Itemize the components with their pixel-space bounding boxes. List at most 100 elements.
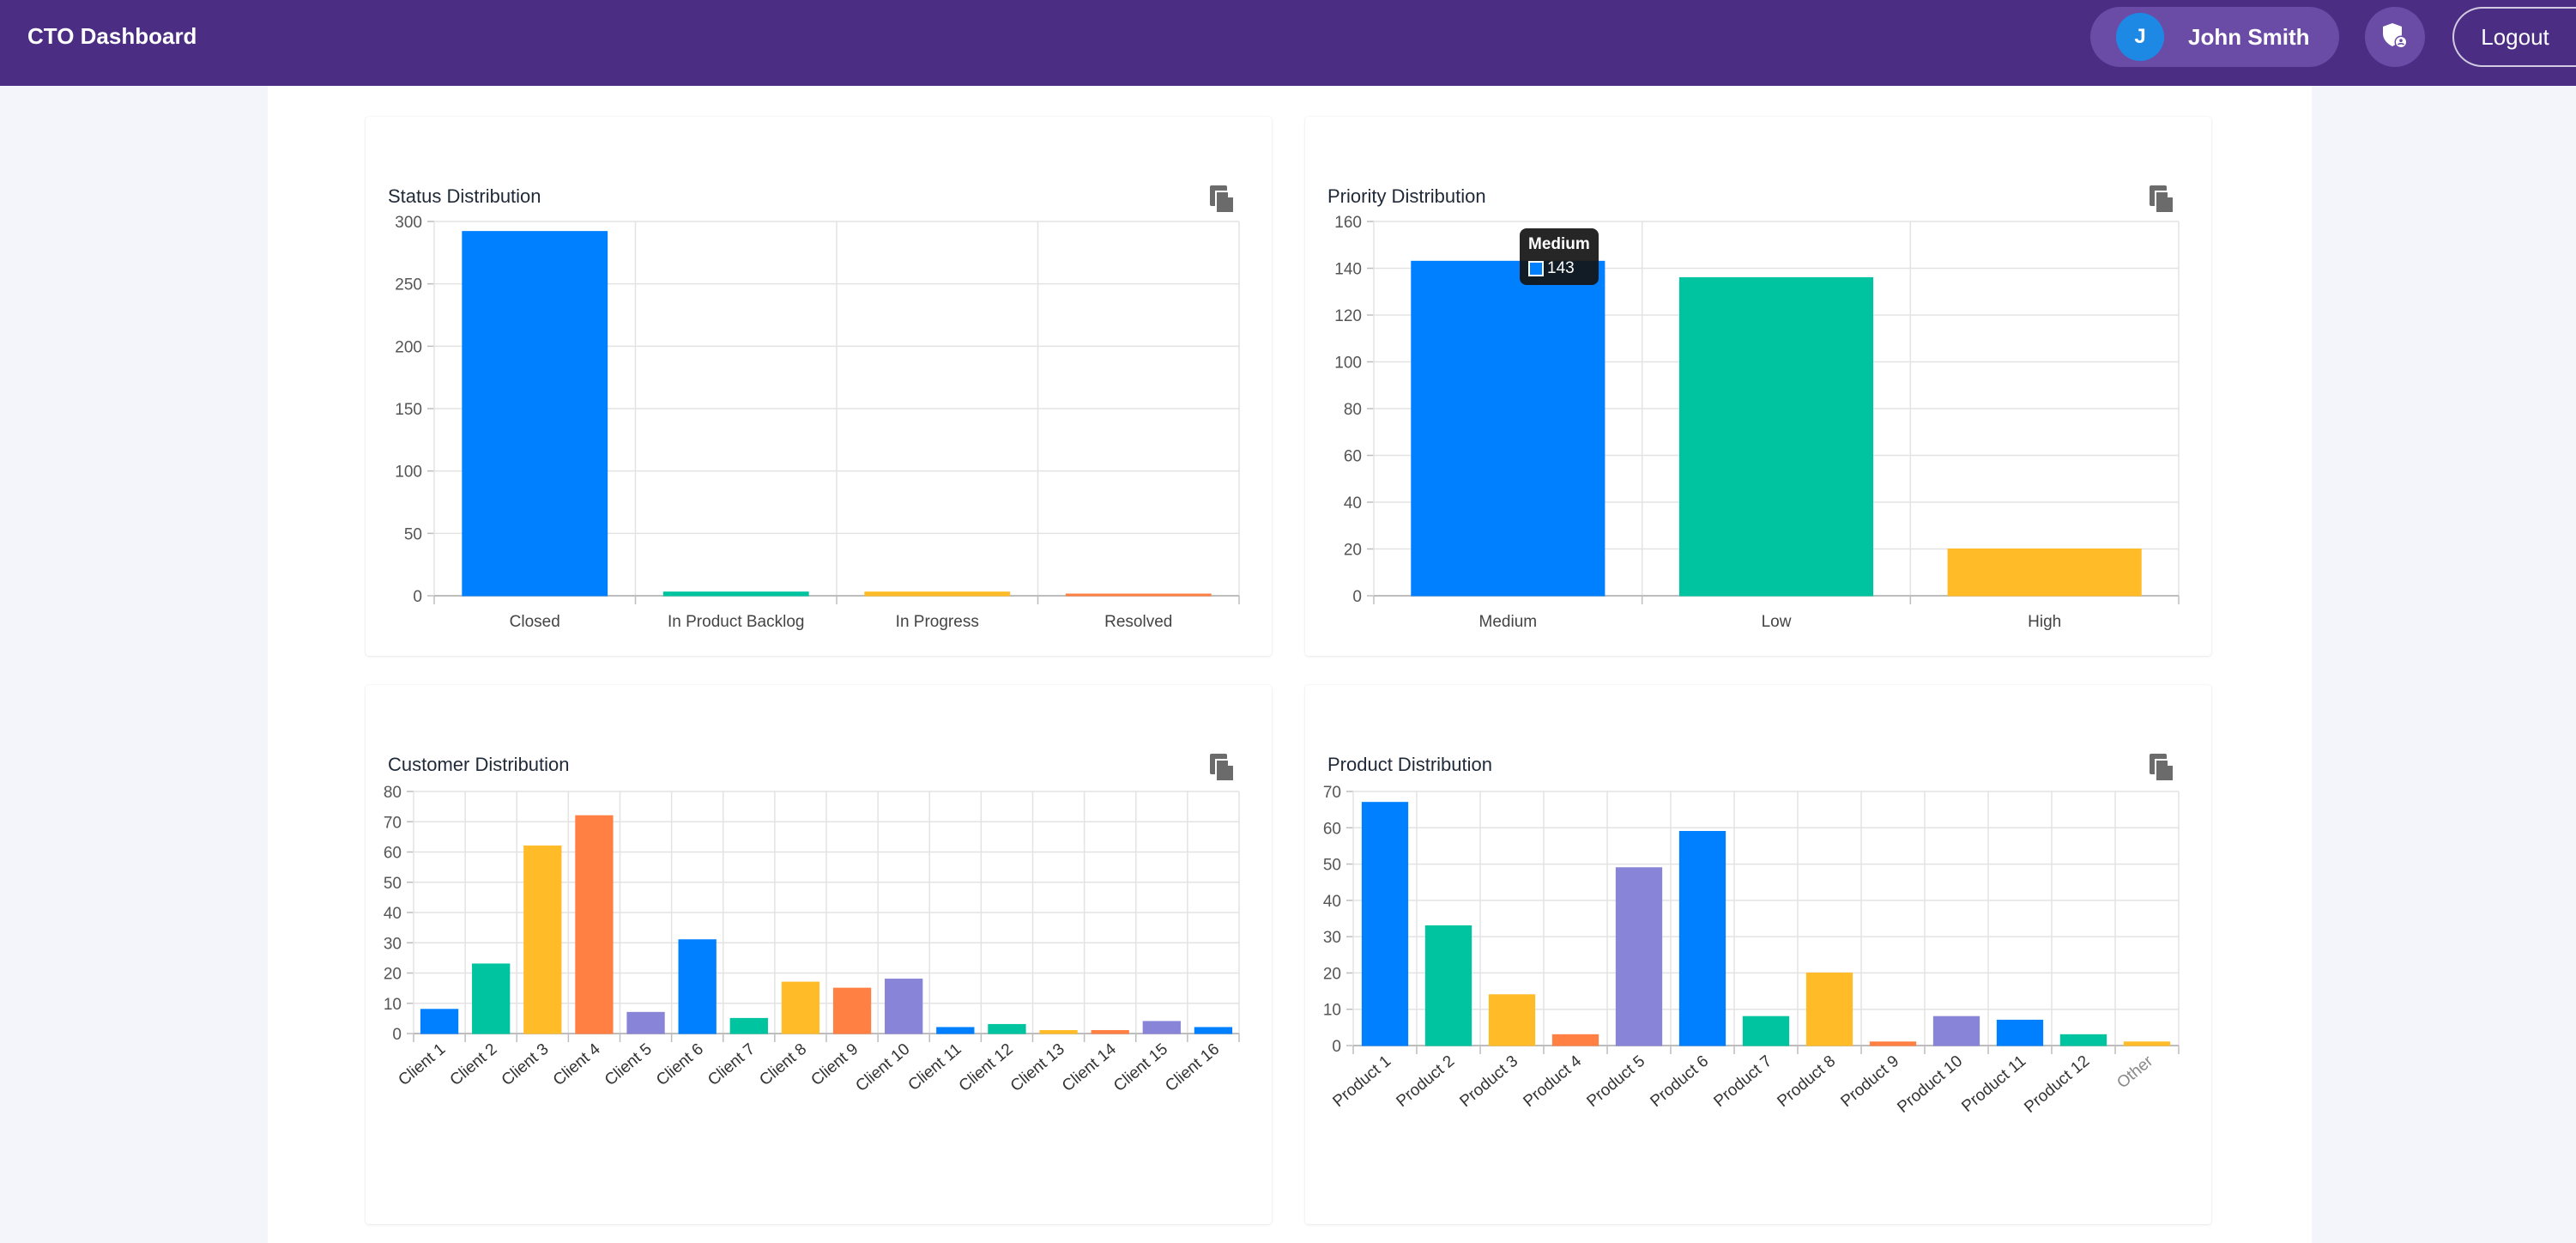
x-category-label: Client 12 — [956, 1040, 1017, 1095]
copy-button[interactable] — [1205, 750, 1239, 788]
status-chart: 0 50 100 150 200 250 300 Closed In Product Backl… — [395, 214, 1240, 631]
y-tick-label: 0 — [1332, 1038, 1341, 1056]
chart-tooltip: Medium 143 — [1520, 228, 1599, 285]
bar-product-4[interactable] — [1551, 1034, 1599, 1046]
bar-client-10[interactable] — [885, 979, 923, 1034]
y-tick-label: 200 — [395, 338, 422, 356]
bar-client-5[interactable] — [626, 1011, 665, 1034]
priority-distribution-title: Priority Distribution — [1327, 185, 1486, 207]
x-category-label: Other — [2113, 1052, 2156, 1092]
bar-client-8[interactable] — [781, 981, 820, 1034]
bar-product-7[interactable] — [1742, 1016, 1790, 1046]
y-tick-label: 300 — [395, 214, 422, 232]
bar-product-9[interactable] — [1869, 1041, 1917, 1046]
user-name: John Smith — [2188, 23, 2310, 50]
x-category-label: Medium — [1479, 613, 1538, 631]
y-tick-label: 70 — [1323, 784, 1341, 802]
user-menu[interactable]: J John Smith — [2090, 7, 2339, 67]
x-category-label: Client 2 — [447, 1040, 501, 1089]
bar-product-12[interactable] — [2059, 1034, 2107, 1046]
bar-client-7[interactable] — [729, 1017, 768, 1034]
x-category-label: Client 11 — [905, 1040, 965, 1094]
y-tick-label: 10 — [1323, 1002, 1341, 1020]
customer-distribution-card: Customer Distribution 0 10 20 30 40 50 60 70 80 C… — [366, 685, 1272, 1224]
shield-user-icon — [2380, 21, 2410, 54]
top-bar: CTO Dashboard J John Smith Logout — [0, 0, 2576, 86]
y-tick-label: 60 — [1323, 820, 1341, 838]
y-tick-label: 80 — [384, 784, 402, 802]
x-category-label: Client 13 — [1007, 1040, 1068, 1095]
bar-client-13[interactable] — [1039, 1029, 1078, 1034]
x-category-label: Client 8 — [756, 1040, 810, 1089]
y-tick-label: 20 — [1323, 965, 1341, 983]
copy-button[interactable] — [2144, 182, 2179, 220]
x-category-label: Product 8 — [1774, 1052, 1839, 1111]
x-category-label: Product 7 — [1710, 1052, 1775, 1111]
y-tick-label: 30 — [1323, 929, 1341, 947]
bar-product-8[interactable] — [1805, 972, 1853, 1046]
x-category-label: Product 5 — [1583, 1052, 1648, 1111]
x-category-label: In Product Backlog — [668, 613, 804, 631]
bar-client-4[interactable] — [575, 815, 614, 1034]
bar-client-6[interactable] — [678, 939, 717, 1034]
bar-in-progress[interactable] — [864, 591, 1011, 597]
x-category-label: Client 3 — [499, 1040, 553, 1089]
bar-resolved[interactable] — [1065, 593, 1212, 597]
bar-product-1[interactable] — [1361, 802, 1409, 1046]
bar-medium[interactable] — [1411, 260, 1605, 597]
copy-button[interactable] — [2144, 750, 2179, 788]
y-tick-label: 160 — [1334, 214, 1362, 232]
customer-distribution-title: Customer Distribution — [388, 754, 570, 775]
bar-client-12[interactable] — [988, 1023, 1026, 1034]
priority-chart: 0 20 40 60 80 100 120 140 160 Medium Low High — [1334, 214, 2180, 631]
bar-product-3[interactable] — [1488, 994, 1536, 1046]
x-category-label: Client 15 — [1110, 1040, 1171, 1095]
bar-client-15[interactable] — [1142, 1021, 1181, 1034]
admin-shield-button[interactable] — [2365, 7, 2425, 67]
x-category-label: Client 10 — [852, 1040, 913, 1095]
bar-other[interactable] — [2123, 1041, 2171, 1046]
bar-client-14[interactable] — [1091, 1029, 1129, 1034]
copy-button[interactable] — [1205, 182, 1239, 220]
product-distribution-card: Product Distribution 0 10 20 30 40 50 60 70 Prod… — [1305, 685, 2211, 1224]
bar-product-10[interactable] — [1932, 1016, 1980, 1046]
bar-client-3[interactable] — [523, 845, 562, 1034]
bar-closed[interactable] — [462, 231, 608, 597]
x-category-label: Product 12 — [2021, 1052, 2093, 1117]
bar-product-5[interactable] — [1615, 867, 1663, 1046]
bar-client-9[interactable] — [832, 987, 872, 1034]
x-category-label: Product 3 — [1456, 1052, 1521, 1111]
status-distribution-card: Status Distribution 0 50 100 150 200 250 300 Cl… — [366, 117, 1272, 656]
x-category-label: Product 9 — [1837, 1052, 1902, 1111]
x-category-label: Product 10 — [1894, 1052, 1966, 1117]
bar-product-6[interactable] — [1678, 831, 1726, 1046]
y-tick-label: 50 — [1323, 857, 1341, 875]
y-tick-label: 150 — [395, 401, 422, 419]
tooltip-value: 143 — [1547, 259, 1575, 277]
bar-high[interactable] — [1947, 549, 2142, 597]
status-distribution-title: Status Distribution — [388, 185, 541, 207]
bar-client-2[interactable] — [472, 963, 511, 1034]
bar-product-11[interactable] — [1996, 1019, 2044, 1046]
bar-client-16[interactable] — [1194, 1027, 1233, 1034]
y-tick-label: 20 — [384, 966, 402, 984]
y-tick-label: 20 — [1344, 542, 1362, 560]
logout-button[interactable]: Logout — [2452, 7, 2576, 67]
x-category-label: High — [2028, 613, 2061, 631]
bar-low[interactable] — [1678, 276, 1874, 597]
bar-product-2[interactable] — [1424, 925, 1472, 1046]
y-tick-label: 80 — [1344, 401, 1362, 419]
y-tick-label: 100 — [1334, 355, 1362, 373]
bar-client-1[interactable] — [420, 1009, 459, 1034]
y-tick-label: 60 — [384, 845, 402, 863]
bar-in-product-backlog[interactable] — [662, 591, 809, 597]
x-category-label: Product 2 — [1393, 1052, 1458, 1111]
bar-client-11[interactable] — [936, 1027, 975, 1034]
copy-icon — [1208, 184, 1236, 219]
tooltip-swatch — [1528, 261, 1544, 276]
y-tick-label: 0 — [1352, 588, 1362, 606]
y-tick-label: 50 — [404, 525, 422, 543]
y-tick-label: 10 — [384, 996, 402, 1014]
x-category-label: Closed — [510, 613, 560, 631]
